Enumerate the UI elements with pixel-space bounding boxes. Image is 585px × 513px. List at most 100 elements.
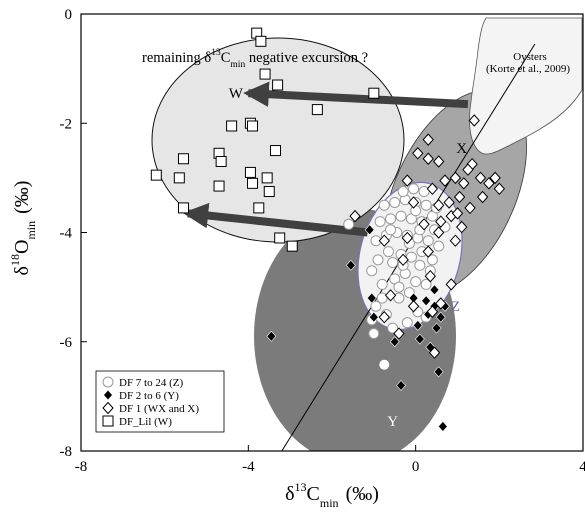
data-point <box>445 278 457 291</box>
data-point <box>382 246 394 258</box>
data-point <box>422 133 434 146</box>
data-point <box>263 186 275 198</box>
data-point <box>435 215 447 228</box>
legend-label: DF 1 (WX and X) <box>119 403 199 415</box>
data-point <box>177 202 189 214</box>
legend-label: DF_Lil (W) <box>119 416 172 428</box>
data-point <box>368 328 380 340</box>
data-point <box>389 196 401 208</box>
x-label-unit: (‰) <box>346 483 379 505</box>
data-point <box>412 319 423 331</box>
data-point <box>378 310 390 324</box>
x-label-sub: min <box>320 496 339 510</box>
data-point <box>272 79 284 91</box>
data-point <box>385 224 397 236</box>
data-point <box>393 327 405 340</box>
data-point <box>378 199 390 211</box>
data-point <box>468 114 480 127</box>
data-point <box>286 240 298 252</box>
excursion-arrow-1 <box>243 81 469 109</box>
legend-label: DF 2 to 6 (Y) <box>119 390 179 402</box>
y-label-mid: O <box>11 240 33 254</box>
data-point <box>311 104 323 116</box>
data-point <box>396 380 406 391</box>
data-point <box>366 292 377 304</box>
data-point <box>259 68 271 80</box>
data-point <box>397 186 409 198</box>
data-point <box>422 235 434 247</box>
data-point <box>437 420 448 432</box>
data-point <box>401 174 413 187</box>
legend-marker <box>102 401 114 415</box>
data-point <box>435 311 446 323</box>
y-label-unit: (‰) <box>11 181 33 214</box>
x-label-main: δ <box>285 483 294 505</box>
data-point <box>464 201 476 215</box>
data-point <box>449 234 462 247</box>
data-point <box>247 120 259 132</box>
data-point <box>389 336 400 348</box>
data-point <box>421 295 432 307</box>
data-point <box>253 202 265 214</box>
data-point <box>410 276 422 288</box>
data-point <box>244 166 256 178</box>
excursion-sup: 13 <box>211 48 221 58</box>
y-tick-label: -8 <box>60 444 73 460</box>
data-point <box>405 251 417 263</box>
x-tick-label: -8 <box>75 459 88 475</box>
data-point <box>432 226 445 239</box>
x-label-mid: C <box>307 483 320 505</box>
data-point <box>345 259 356 271</box>
data-point <box>150 169 162 181</box>
data-point <box>226 120 238 132</box>
data-point <box>401 231 413 245</box>
data-point <box>433 366 444 378</box>
x-label-sup: 13 <box>295 480 307 494</box>
data-point <box>433 240 445 252</box>
oysters-region <box>469 17 583 155</box>
data-point <box>412 147 424 160</box>
data-point <box>407 196 420 209</box>
legend-marker <box>102 376 114 388</box>
data-point <box>384 289 397 302</box>
data-point <box>274 232 286 244</box>
data-point <box>372 254 384 266</box>
data-point <box>443 196 455 209</box>
data-point <box>255 35 267 47</box>
data-point <box>453 190 466 204</box>
data-point <box>456 220 468 234</box>
data-point <box>376 278 388 290</box>
data-point <box>449 171 462 185</box>
y-tick-label: -6 <box>60 335 73 351</box>
excursion-sub: min <box>230 60 245 70</box>
data-point <box>408 183 420 195</box>
region-label-w: W <box>229 86 244 102</box>
data-point <box>266 330 277 342</box>
arrows-layer <box>182 81 469 237</box>
data-point <box>385 213 397 225</box>
data-point <box>435 297 447 310</box>
data-point <box>462 163 474 176</box>
y-tick-label: -4 <box>60 226 73 242</box>
data-point <box>393 292 405 304</box>
data-point <box>397 253 409 267</box>
data-point <box>213 180 225 192</box>
data-point <box>395 210 407 222</box>
data-point <box>393 281 405 293</box>
data-point <box>422 245 434 258</box>
data-point <box>368 311 379 323</box>
data-point <box>414 333 425 345</box>
data-point <box>379 359 390 370</box>
legend-label: DF 7 to 24 (Z) <box>119 377 184 389</box>
ticks-layer: -8 -4 0 4 0 -2 -4 -6 -8 <box>60 7 585 475</box>
data-point <box>420 199 432 211</box>
oysters-label-line1: Oysters <box>513 51 547 63</box>
y-label-main: δ <box>11 266 33 275</box>
data-point <box>378 234 390 247</box>
x-tick-label: 0 <box>412 459 420 475</box>
excursion-pre: remaining δ <box>142 50 211 66</box>
data-point <box>418 186 430 198</box>
legend: DF 7 to 24 (Z)DF 2 to 6 (Y)DF 1 (WX and … <box>95 370 225 433</box>
data-point <box>474 171 487 185</box>
